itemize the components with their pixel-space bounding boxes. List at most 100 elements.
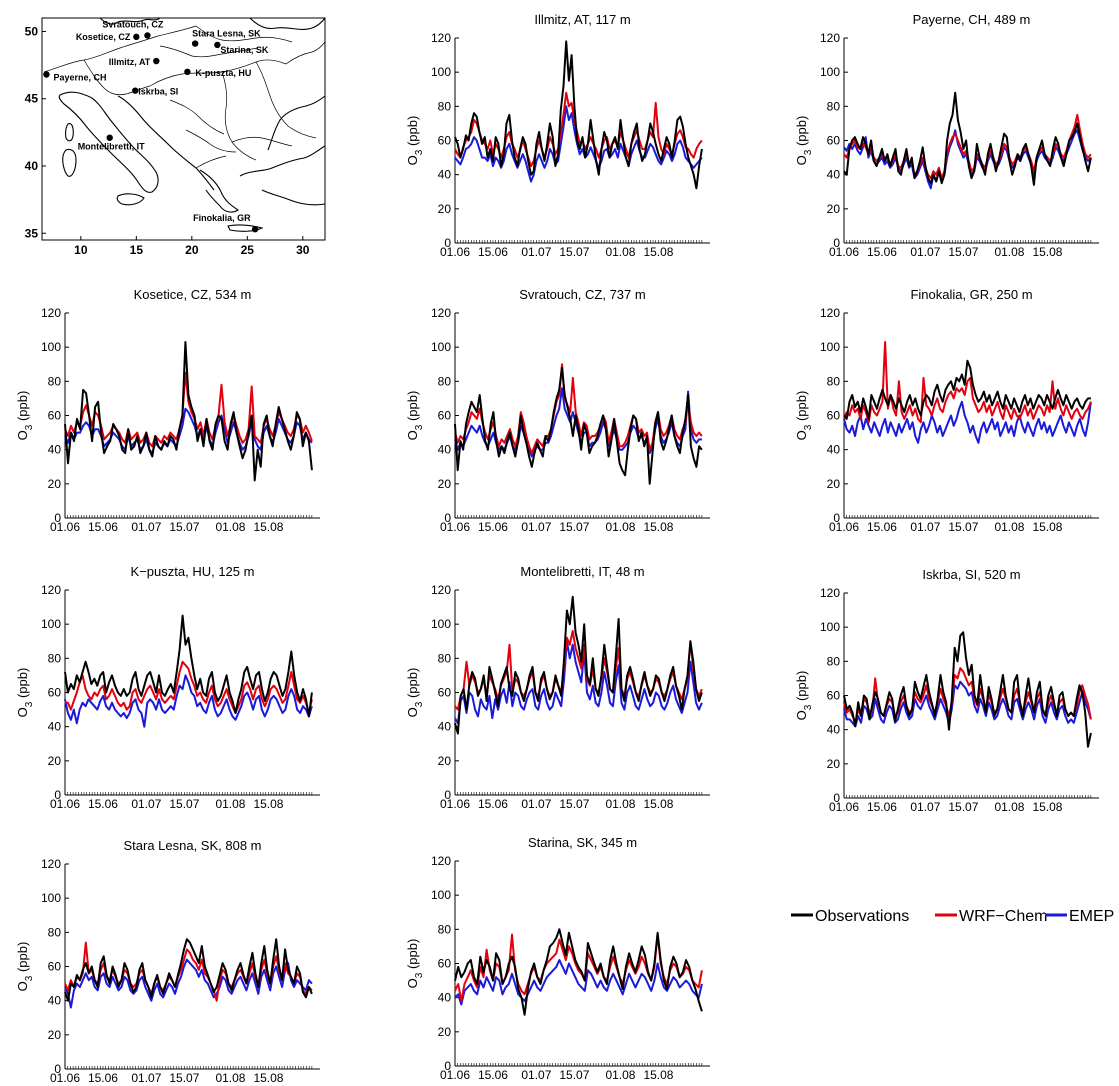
- series-line-wrf-chem: [64, 371, 313, 448]
- x-tick-label: 01.06: [440, 1068, 470, 1082]
- x-tick-label: 15.07: [948, 520, 978, 534]
- x-tick-label: 15.06: [478, 797, 508, 811]
- map-x-tick-label: 25: [241, 243, 255, 257]
- series-line-observations: [843, 359, 1091, 420]
- x-tick-label: 15.08: [253, 1071, 283, 1085]
- series-line-emep: [843, 680, 1092, 728]
- y-axis-label-subscript: 3: [414, 149, 425, 155]
- y-tick-label: 60: [438, 409, 452, 423]
- chart-title: Payerne, CH, 489 m: [913, 12, 1031, 27]
- y-tick-label: 60: [48, 686, 62, 700]
- x-tick-label: 01.08: [605, 1068, 635, 1082]
- y-tick-label: 0: [833, 511, 840, 525]
- station-label: Illmitz, AT: [109, 57, 151, 67]
- y-axis-label: O3 (ppb): [405, 939, 425, 989]
- y-tick-label: 100: [431, 617, 451, 631]
- y-tick-label: 20: [48, 1028, 62, 1042]
- y-tick-label: 40: [827, 723, 841, 737]
- legend-label: WRF−Chem: [959, 908, 1047, 925]
- y-axis-label-unit: (ppb): [794, 391, 809, 425]
- y-tick-label: 40: [827, 443, 841, 457]
- y-tick-label: 40: [48, 994, 62, 1008]
- y-tick-label: 60: [438, 134, 452, 148]
- y-axis-label: O3 (ppb): [794, 671, 814, 721]
- x-tick-label: 15.07: [559, 797, 589, 811]
- y-tick-label: 40: [438, 991, 452, 1005]
- y-tick-label: 20: [438, 202, 452, 216]
- chart-title: Illmitz, AT, 117 m: [534, 12, 630, 27]
- map-x-tick-label: 15: [130, 243, 144, 257]
- y-tick-label: 80: [48, 651, 62, 665]
- x-tick-label: 01.07: [910, 800, 940, 814]
- x-tick-label: 15.08: [253, 520, 283, 534]
- x-tick-label: 15.06: [478, 245, 508, 259]
- x-tick-label: 01.07: [910, 245, 940, 259]
- x-tick-label: 01.06: [50, 520, 80, 534]
- y-tick-label: 80: [438, 374, 452, 388]
- y-tick-label: 80: [827, 99, 841, 113]
- y-tick-label: 60: [827, 409, 841, 423]
- x-tick-label: 01.07: [521, 797, 551, 811]
- x-tick-label: 15.07: [559, 520, 589, 534]
- y-tick-label: 20: [438, 477, 452, 491]
- y-tick-label: 0: [833, 236, 840, 250]
- x-tick-label: 01.06: [829, 800, 859, 814]
- x-tick-label: 01.06: [829, 520, 859, 534]
- map-axis-ticks: 10 15 20 25 30 50 45 40 35: [25, 24, 310, 257]
- x-tick-label: 15.07: [948, 800, 978, 814]
- y-axis-label: O3 (ppb): [15, 668, 35, 718]
- chart-panel: 0 20 40 60 80 100 120 01.06 15.06 01.07 15.07 01.08…: [15, 287, 320, 534]
- series-line-emep: [64, 958, 313, 1009]
- x-tick-label: 15.07: [948, 245, 978, 259]
- x-tick-label: 01.08: [215, 520, 245, 534]
- x-tick-label: 01.07: [131, 520, 161, 534]
- y-axis-label-base: O: [794, 430, 809, 440]
- y-axis-label-base: O: [405, 430, 420, 440]
- map-y-tick-label: 45: [25, 92, 39, 106]
- series-line-observations: [64, 938, 313, 1002]
- y-tick-label: 100: [820, 65, 840, 79]
- chart-panel: 0 20 40 60 80 100 120 01.06 15.06 01.07 15.07 01.08…: [794, 567, 1099, 814]
- y-axis-label-unit: (ppb): [15, 391, 30, 425]
- series-line-observations: [454, 928, 703, 1016]
- y-axis-label-unit: (ppb): [405, 939, 420, 973]
- x-tick-label: 01.06: [50, 797, 80, 811]
- y-axis-label-unit: (ppb): [794, 116, 809, 150]
- x-tick-label: 01.08: [994, 800, 1024, 814]
- map-x-tick-label: 10: [74, 243, 88, 257]
- station-marker: [132, 87, 139, 94]
- x-tick-label: 01.06: [440, 520, 470, 534]
- x-tick-label: 15.07: [559, 1068, 589, 1082]
- y-tick-label: 20: [827, 202, 841, 216]
- x-tick-label: 15.06: [867, 245, 897, 259]
- y-tick-label: 0: [54, 788, 61, 802]
- y-axis-label-unit: (ppb): [405, 668, 420, 702]
- series-line-wrf-chem: [843, 341, 1092, 424]
- station-label: Finokalia, GR: [193, 213, 251, 223]
- station-marker: [184, 68, 191, 76]
- y-axis-label-subscript: 3: [414, 972, 425, 978]
- station-marker: [106, 134, 113, 141]
- chart-title: K−puszta, HU, 125 m: [131, 564, 255, 579]
- x-tick-label: 01.07: [521, 245, 551, 259]
- x-tick-label: 01.07: [910, 520, 940, 534]
- x-tick-label: 01.06: [440, 797, 470, 811]
- y-axis-label: O3 (ppb): [15, 391, 35, 441]
- y-axis-label-base: O: [405, 707, 420, 717]
- y-tick-label: 80: [48, 374, 62, 388]
- x-tick-label: 01.08: [994, 520, 1024, 534]
- y-tick-label: 80: [438, 651, 452, 665]
- y-tick-label: 100: [820, 340, 840, 354]
- x-tick-label: 01.07: [521, 1068, 551, 1082]
- y-axis-label: O3 (ppb): [794, 116, 814, 166]
- x-tick-label: 01.07: [131, 797, 161, 811]
- y-tick-label: 100: [41, 617, 61, 631]
- x-tick-label: 15.08: [253, 797, 283, 811]
- x-tick-label: 15.06: [88, 797, 118, 811]
- legend: Observations WRF−Chem EMEP: [791, 908, 1114, 925]
- y-tick-label: 0: [444, 511, 451, 525]
- y-tick-label: 120: [41, 306, 61, 320]
- x-tick-label: 01.08: [605, 520, 635, 534]
- x-tick-label: 15.06: [88, 1071, 118, 1085]
- x-tick-label: 01.08: [215, 797, 245, 811]
